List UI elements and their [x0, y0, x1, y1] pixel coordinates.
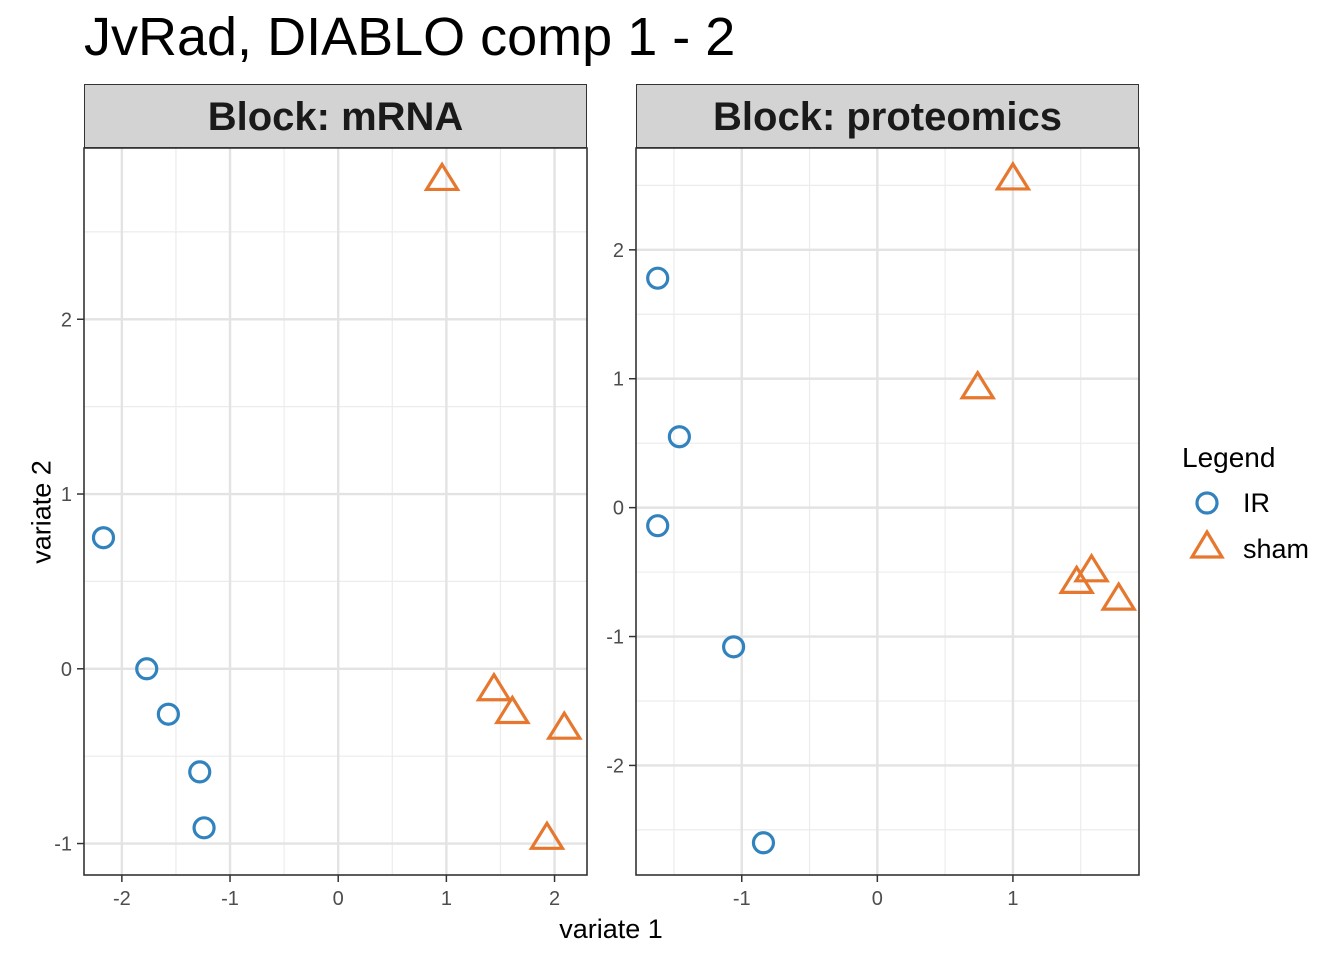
data-point-ir: [722, 635, 746, 659]
y-tick-label: -1: [54, 834, 72, 856]
data-point-ir: [156, 702, 180, 726]
data-point-ir: [646, 514, 670, 538]
x-tick-label: -1: [733, 888, 751, 910]
data-point-sham: [994, 160, 1032, 191]
y-axis-label: variate 2: [26, 460, 57, 564]
data-point-ir: [135, 657, 159, 681]
panel-title-mrna: Block: mRNA: [84, 84, 587, 148]
data-point-sham: [1073, 552, 1110, 583]
x-axis-label: variate 1: [559, 914, 663, 944]
y-tick-label: -2: [606, 755, 624, 777]
legend-title: Legend: [1182, 442, 1276, 473]
data-point-sham: [423, 161, 461, 192]
x-tick-label: -1: [221, 888, 239, 910]
data-point-sham: [545, 710, 583, 740]
data-point-ir: [192, 816, 216, 840]
x-tick-label: -2: [113, 888, 131, 910]
y-tick-label: -1: [606, 627, 624, 649]
data-point-ir: [751, 831, 776, 855]
panel-border: [83, 147, 588, 876]
legend-item-label: sham: [1243, 534, 1310, 564]
x-tick-label: 1: [441, 888, 452, 910]
x-tick-label: 0: [872, 888, 883, 910]
legend-circle-marker: [1195, 491, 1219, 515]
y-tick-label: 0: [613, 498, 624, 520]
data-point-sham: [959, 369, 997, 400]
data-point-sham: [1100, 581, 1138, 611]
y-tick-label: 2: [61, 309, 72, 331]
panel-border: [635, 147, 1140, 876]
scatter-panel-proteomics: -1 0 1 -2 -1 0 1 2: [606, 147, 1140, 910]
legend-item-label: IR: [1243, 488, 1270, 518]
panel-title-proteomics: Block: proteomics: [636, 84, 1139, 148]
x-tick-label: 0: [333, 888, 344, 910]
legend: Legend IR sham: [1182, 442, 1309, 572]
legend-item-ir: IR: [1182, 480, 1275, 526]
y-tick-label: 2: [613, 240, 624, 262]
legend-item-sham: sham: [1182, 526, 1309, 572]
x-tick-label: 2: [549, 888, 560, 910]
data-point-ir: [667, 425, 691, 449]
x-tick-label: 1: [1007, 888, 1018, 910]
chart-title: JvRad, DIABLO comp 1 - 2: [84, 7, 736, 67]
data-point-sham: [475, 671, 513, 702]
y-tick-label: 0: [61, 659, 72, 681]
legend-triangle-marker: [1189, 528, 1225, 559]
data-point-sham: [493, 694, 531, 725]
scatter-panel-mrna: -2 -1 0 1 2 -1 0 1 2: [54, 147, 588, 910]
y-tick-label: 1: [61, 484, 72, 506]
data-point-ir: [646, 266, 670, 290]
data-point-ir: [91, 526, 116, 550]
y-tick-label: 1: [613, 369, 624, 391]
data-point-sham: [528, 820, 566, 850]
data-point-ir: [188, 760, 212, 784]
